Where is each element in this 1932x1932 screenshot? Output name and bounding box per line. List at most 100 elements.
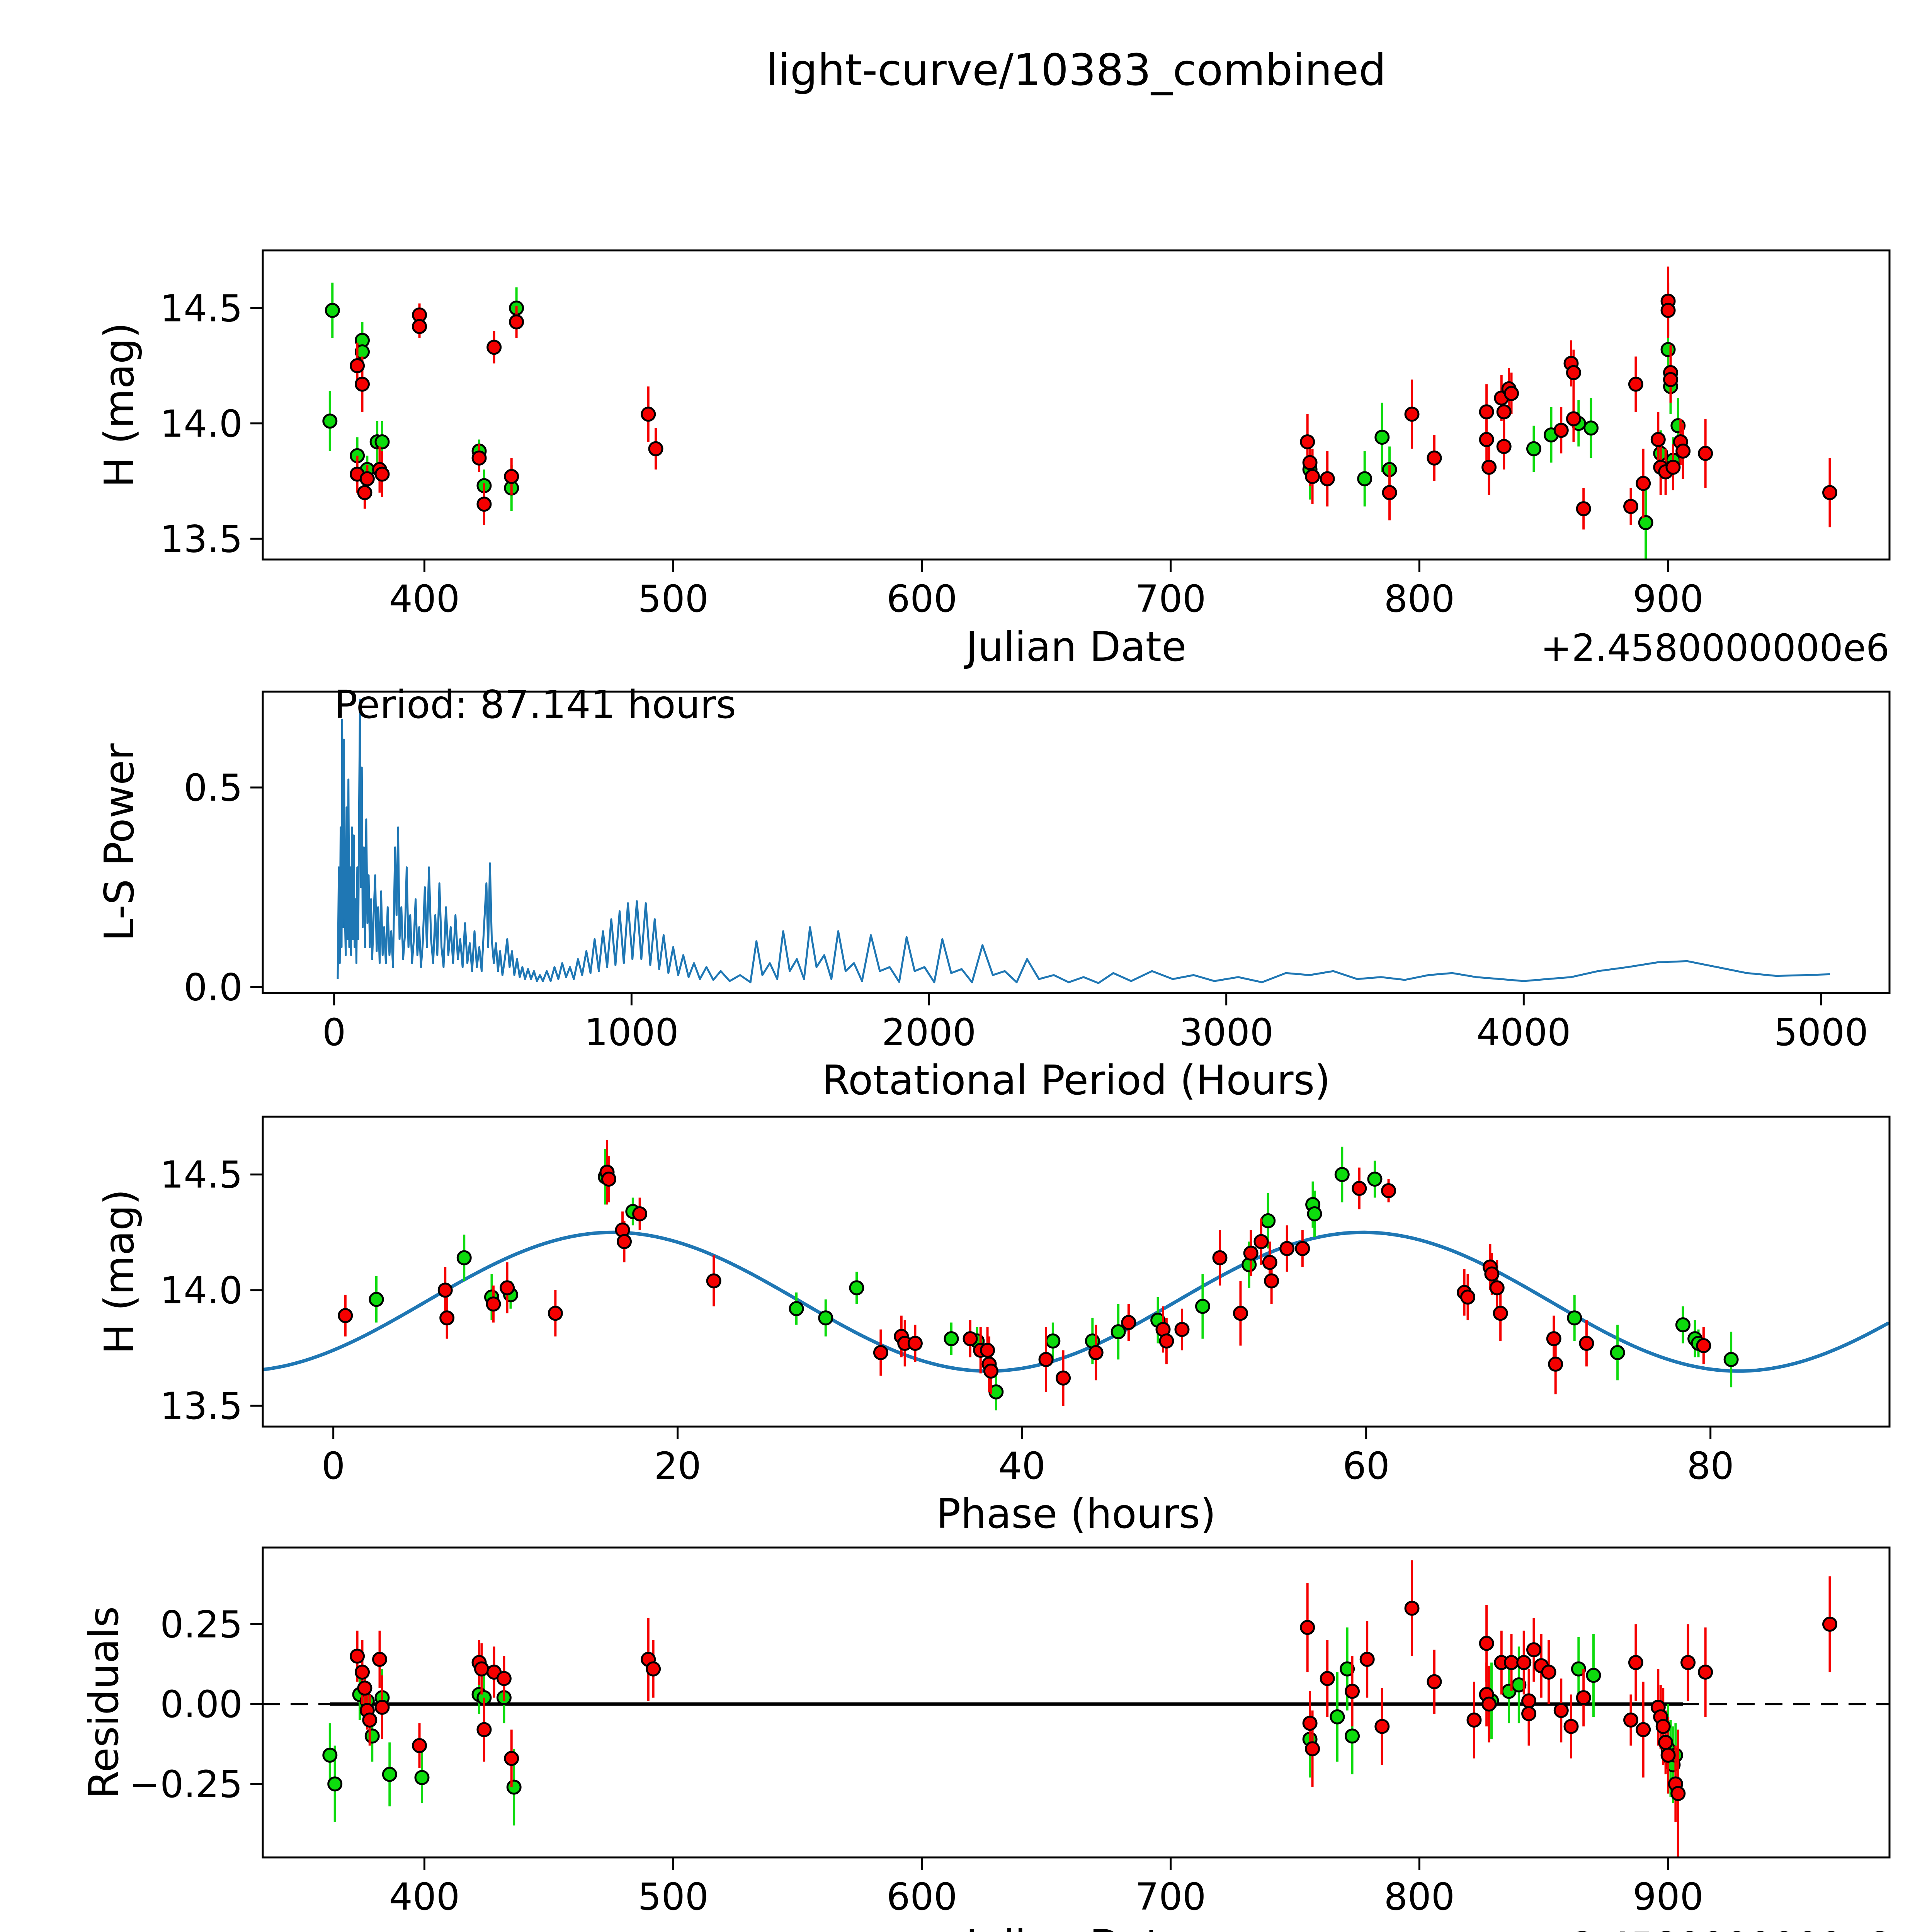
data-point bbox=[1583, 420, 1599, 436]
data-point bbox=[1056, 1370, 1071, 1386]
x-axis-label: Julian Date bbox=[963, 1921, 1186, 1932]
data-point bbox=[325, 303, 340, 318]
data-point bbox=[1723, 1352, 1739, 1367]
data-point bbox=[359, 471, 375, 486]
data-point bbox=[632, 1206, 648, 1221]
x-tick-label: 40 bbox=[998, 1444, 1046, 1488]
data-point bbox=[486, 340, 502, 355]
data-point bbox=[1541, 1664, 1556, 1680]
data-point bbox=[1526, 1642, 1541, 1658]
y-tick-label: 14.5 bbox=[160, 287, 243, 330]
data-point bbox=[1404, 406, 1420, 422]
data-point bbox=[1698, 446, 1713, 461]
data-point bbox=[1233, 1306, 1248, 1321]
y-tick-label: 13.5 bbox=[160, 1384, 243, 1428]
panel-phased-lightcurve: 0 20 40 60 80 14.5 14.0 13.5 Phase (hours) H (mag… bbox=[96, 1116, 1891, 1537]
x-tick-label: 60 bbox=[1343, 1444, 1390, 1488]
data-point bbox=[1496, 404, 1512, 420]
y-axis-label: H (mag) bbox=[96, 1189, 143, 1354]
data-point bbox=[1516, 1655, 1532, 1670]
data-point bbox=[1663, 372, 1679, 387]
data-point bbox=[1675, 1317, 1690, 1333]
data-point bbox=[648, 441, 663, 456]
y-tick-label: 0.0 bbox=[184, 966, 243, 1009]
data-point bbox=[1623, 499, 1639, 514]
data-point bbox=[476, 497, 492, 512]
y-axis-label: L-S Power bbox=[96, 743, 143, 941]
data-point bbox=[1264, 1273, 1279, 1289]
x-axis-label: Phase (hours) bbox=[936, 1490, 1216, 1537]
x-axis-label: Rotational Period (Hours) bbox=[822, 1057, 1330, 1104]
data-point bbox=[350, 358, 365, 374]
data-point bbox=[1307, 1206, 1322, 1221]
data-point bbox=[1340, 1661, 1355, 1677]
data-point bbox=[1381, 1183, 1396, 1199]
data-point bbox=[1576, 1690, 1591, 1706]
data-point bbox=[1553, 423, 1569, 438]
data-point bbox=[414, 1770, 430, 1785]
data-point bbox=[1345, 1728, 1360, 1744]
data-point bbox=[1045, 1333, 1061, 1349]
data-point bbox=[1345, 1684, 1360, 1699]
y-tick-label: 14.0 bbox=[160, 1269, 243, 1312]
x-tick-label: 800 bbox=[1384, 577, 1455, 621]
data-point bbox=[1479, 404, 1494, 420]
data-point bbox=[374, 434, 390, 450]
data-point bbox=[1460, 1289, 1476, 1305]
data-point bbox=[1670, 1786, 1686, 1801]
data-point bbox=[1504, 1655, 1519, 1670]
data-point bbox=[1696, 1338, 1711, 1354]
data-point bbox=[1212, 1250, 1228, 1265]
data-point bbox=[1481, 459, 1497, 475]
data-point bbox=[357, 1680, 372, 1696]
data-point bbox=[504, 1751, 519, 1766]
data-point bbox=[372, 1651, 388, 1667]
y-axis-label: Residuals bbox=[80, 1606, 128, 1799]
data-point bbox=[1174, 1322, 1190, 1337]
data-point bbox=[1496, 439, 1512, 454]
data-point bbox=[412, 1738, 427, 1753]
data-point bbox=[1320, 471, 1335, 486]
data-point bbox=[1628, 376, 1643, 392]
data-point bbox=[1334, 1167, 1350, 1182]
x-tick-label: 700 bbox=[1135, 577, 1206, 621]
data-point bbox=[1088, 1345, 1104, 1360]
data-point bbox=[322, 1747, 338, 1763]
data-point bbox=[963, 1331, 978, 1347]
data-point bbox=[1566, 411, 1581, 427]
data-point bbox=[437, 1282, 453, 1298]
axes-frame bbox=[262, 1546, 1891, 1859]
series-red_points bbox=[350, 266, 1838, 530]
data-point bbox=[980, 1342, 995, 1358]
data-point bbox=[1563, 1719, 1579, 1734]
period-annotation: Period: 87.141 hours bbox=[334, 682, 736, 727]
data-point bbox=[1302, 1716, 1318, 1731]
data-point bbox=[1680, 1655, 1696, 1670]
x-tick-label: 600 bbox=[886, 1875, 957, 1918]
data-point bbox=[1466, 1712, 1482, 1728]
data-point bbox=[1260, 1213, 1276, 1228]
axes-frame bbox=[262, 690, 1891, 994]
data-point bbox=[1553, 1703, 1569, 1718]
data-point bbox=[412, 319, 427, 334]
data-point bbox=[1479, 432, 1494, 447]
data-point bbox=[1546, 1331, 1561, 1347]
data-point bbox=[382, 1767, 397, 1782]
data-point bbox=[1665, 459, 1681, 475]
x-tick-label: 400 bbox=[389, 577, 460, 621]
data-point bbox=[849, 1280, 864, 1296]
data-point bbox=[1279, 1241, 1295, 1256]
x-tick-label: 3000 bbox=[1179, 1011, 1274, 1054]
x-tick-label: 900 bbox=[1633, 1875, 1703, 1918]
plot-content bbox=[337, 699, 1830, 984]
plot-content bbox=[322, 266, 1838, 560]
x-axis-label: Julian Date bbox=[963, 623, 1186, 670]
data-point bbox=[500, 1280, 515, 1296]
data-point bbox=[873, 1345, 888, 1360]
data-point bbox=[354, 1664, 370, 1680]
data-point bbox=[504, 469, 519, 484]
plot-content bbox=[263, 1560, 1889, 1857]
data-point bbox=[1628, 1655, 1643, 1670]
data-point bbox=[1698, 1664, 1713, 1680]
